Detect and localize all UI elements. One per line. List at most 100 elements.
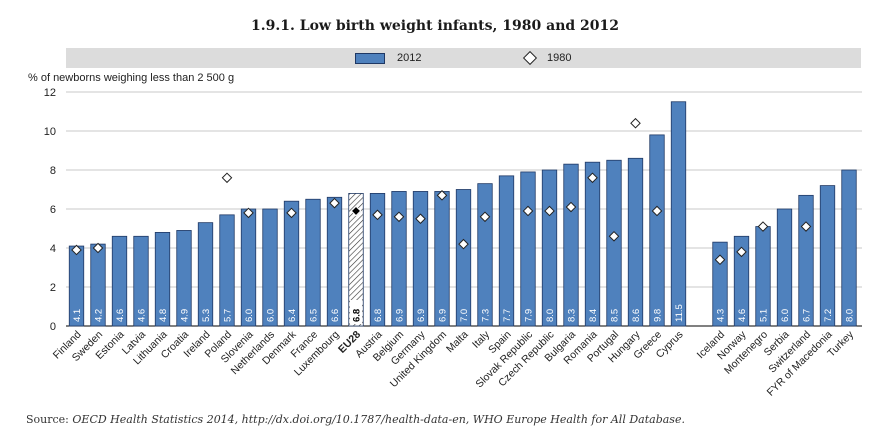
marker-1980 <box>479 211 491 223</box>
bar <box>176 230 192 327</box>
data-label: 8.3 <box>567 309 578 322</box>
data-label: 7.2 <box>823 309 834 322</box>
bar <box>305 198 321 327</box>
data-label: 7.3 <box>481 309 492 322</box>
data-label: 4.8 <box>158 309 169 322</box>
marker-1980 <box>544 205 555 217</box>
data-label: 7.9 <box>524 309 535 322</box>
source-label: Source: <box>26 413 69 426</box>
bar <box>369 192 386 327</box>
bar <box>391 191 407 327</box>
bar <box>541 169 558 327</box>
y-tick-label: 0 <box>50 321 56 333</box>
marker-1980 <box>436 190 448 201</box>
data-label: 6.0 <box>244 309 255 322</box>
data-label: 4.2 <box>94 309 105 322</box>
bar <box>670 101 687 327</box>
marker-1980 <box>350 205 362 217</box>
bar <box>498 175 515 327</box>
legend-item-2012: 2012 <box>355 48 421 68</box>
marker-1980 <box>92 242 104 254</box>
data-label: 6.9 <box>395 309 406 322</box>
marker-1980 <box>415 213 426 225</box>
marker-1980 <box>522 205 534 217</box>
data-label: 8.4 <box>588 309 599 322</box>
bar <box>477 183 493 327</box>
data-label: 8.0 <box>545 309 556 322</box>
data-label: 6.8 <box>373 309 384 322</box>
y-tick-label: 12 <box>44 87 56 99</box>
marker-1980 <box>221 172 233 184</box>
data-label: 8.0 <box>845 309 856 322</box>
y-axis-label: % of newborns weighing less than 2 500 g <box>28 72 235 84</box>
bar <box>584 161 601 327</box>
bar <box>197 222 214 327</box>
bar <box>798 194 814 327</box>
bar <box>520 171 536 327</box>
marker-1980 <box>329 197 340 209</box>
bar-swatch-icon <box>355 52 385 64</box>
bar <box>841 169 857 327</box>
source-text: OECD Health Statistics 2014, http://dx.d… <box>72 413 685 426</box>
bar <box>412 191 429 327</box>
bar <box>649 134 665 327</box>
bar <box>240 208 257 327</box>
bar <box>776 208 793 327</box>
data-label: 11.5 <box>674 304 685 322</box>
marker-1980 <box>458 238 469 250</box>
bar <box>133 235 149 327</box>
data-label: 5.3 <box>201 309 212 322</box>
data-label: 6.9 <box>416 309 427 322</box>
bar <box>111 235 128 327</box>
legend-label-1980: 1980 <box>547 52 572 64</box>
source-note: Source: OECD Health Statistics 2014, htt… <box>26 413 685 426</box>
marker-1980 <box>71 244 82 256</box>
data-label: 6.7 <box>802 309 813 322</box>
data-label: 5.1 <box>759 309 770 322</box>
bar <box>733 235 750 327</box>
marker-1980 <box>608 230 620 242</box>
bar <box>627 157 644 327</box>
data-label: 4.6 <box>737 309 748 322</box>
marker-1980 <box>651 205 663 217</box>
bar <box>455 189 472 327</box>
x-tick-label: Malta <box>444 329 471 356</box>
bar <box>606 159 622 327</box>
y-tick-label: 8 <box>50 165 56 177</box>
data-label: 6.8 <box>352 309 363 322</box>
data-label: 6.6 <box>330 309 341 322</box>
data-label: 4.6 <box>137 309 148 322</box>
marker-1980 <box>372 209 383 221</box>
marker-1980 <box>757 221 769 232</box>
data-label: 6.0 <box>266 309 277 322</box>
bar <box>819 185 836 327</box>
data-label: 5.7 <box>223 309 234 322</box>
bar <box>712 241 728 327</box>
data-label: 4.9 <box>180 309 191 322</box>
y-tick-label: 10 <box>44 126 56 138</box>
data-label: 4.1 <box>72 309 83 322</box>
data-label: 7.7 <box>502 309 513 322</box>
marker-1980 <box>565 201 577 213</box>
bar <box>348 192 364 327</box>
bar <box>154 231 171 327</box>
data-label: 6.4 <box>287 309 298 322</box>
bar <box>563 163 579 327</box>
y-tick-label: 4 <box>50 243 56 255</box>
data-label: 7.0 <box>459 309 470 322</box>
bar <box>283 200 300 327</box>
bar <box>262 208 278 327</box>
data-label-background <box>350 300 362 324</box>
bar <box>434 191 450 327</box>
data-label: 8.5 <box>610 309 621 322</box>
marker-1980 <box>393 211 405 223</box>
bar <box>326 196 343 327</box>
legend-item-1980: 1980 <box>522 48 572 68</box>
marker-1980 <box>714 254 726 266</box>
marker-1980 <box>587 172 598 184</box>
marker-1980 <box>736 246 747 258</box>
y-tick-label: 2 <box>50 282 56 294</box>
data-label: 6.9 <box>438 309 449 322</box>
data-label: 6.0 <box>780 309 791 322</box>
